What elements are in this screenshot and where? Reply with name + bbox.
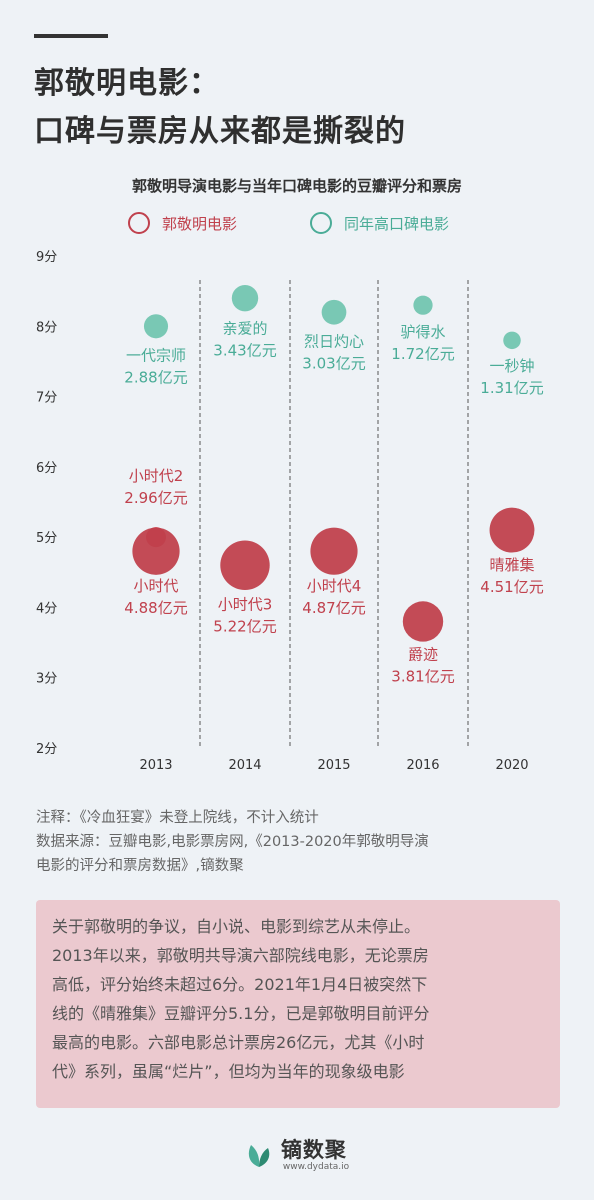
point-guo xyxy=(489,507,535,553)
point-label-title: 小时代3 xyxy=(218,595,273,613)
x-tick-label: 2013 xyxy=(139,758,172,773)
point-label-boxoffice: 4.88亿元 xyxy=(124,599,187,617)
y-tick-label: 5分 xyxy=(36,531,57,546)
y-tick-label: 6分 xyxy=(36,461,57,476)
point-label-boxoffice: 4.51亿元 xyxy=(480,578,543,596)
point-label-boxoffice: 1.31亿元 xyxy=(480,379,543,397)
page-title-line1: 郭敬明电影： xyxy=(34,66,220,101)
y-tick-label: 8分 xyxy=(36,320,57,335)
point-guo xyxy=(402,601,444,642)
point-peer xyxy=(413,295,433,315)
y-tick-label: 2分 xyxy=(36,742,57,757)
point-label-boxoffice: 2.96亿元 xyxy=(124,489,187,507)
scatter-chart: 9分 8分 7分 6分 5分 4分 3分 2分 2013 2014 2015 2016 2020 一代宗师… xyxy=(36,250,544,773)
point-peer xyxy=(321,299,347,325)
legend-ring-icon xyxy=(128,212,150,234)
note-line: 注释：《冷血狂宴》未登上院线，不计入统计 xyxy=(36,810,319,826)
source-line: 电影的评分和票房数据》,镝数聚 xyxy=(36,858,244,874)
point-label-title: 小时代4 xyxy=(307,577,362,595)
brand-url: www.dydata.io xyxy=(282,1162,350,1172)
point-label-title: 驴得水 xyxy=(400,323,445,341)
chart-title: 郭敬明导演电影与当年口碑电影的豆瓣评分和票房 xyxy=(131,177,462,195)
point-label-title: 一秒钟 xyxy=(489,357,534,375)
point-peer xyxy=(231,284,259,312)
legend-item-peer: 同年高口碑电影 xyxy=(310,212,449,234)
leaf-logo-icon xyxy=(248,1145,270,1167)
point-label-boxoffice: 3.81亿元 xyxy=(391,667,454,685)
legend-label-peer: 同年高口碑电影 xyxy=(344,214,450,233)
legend-label-guo: 郭敬明电影 xyxy=(162,214,238,233)
point-peer xyxy=(143,314,169,339)
point-label-boxoffice: 3.43亿元 xyxy=(213,341,276,359)
point-label-title: 小时代 xyxy=(133,577,178,595)
summary-line: 关于郭敬明的争议，自小说、电影到综艺从未停止。 xyxy=(52,917,421,936)
y-tick-label: 4分 xyxy=(36,601,57,616)
legend-ring-icon xyxy=(310,212,332,234)
summary-line: 2013年以来，郭敬明共导演六部院线电影，无论票房 xyxy=(52,946,429,965)
y-tick-label: 9分 xyxy=(36,250,57,265)
page-title-line2: 口碑与票房从来都是撕裂的 xyxy=(34,114,406,149)
source-line: 数据来源：豆瓣电影,电影票房网,《2013-2020年郭敬明导演 xyxy=(36,834,429,850)
summary-line: 代》系列，虽属“烂片”，但均为当年的现象级电影 xyxy=(52,1062,405,1081)
legend-item-guo: 郭敬明电影 xyxy=(128,212,237,234)
point-label-title: 烈日灼心 xyxy=(304,333,364,351)
title-rule xyxy=(34,34,108,38)
x-tick-label: 2016 xyxy=(406,758,439,773)
x-tick-label: 2014 xyxy=(228,758,261,773)
notes: 注释：《冷血狂宴》未登上院线，不计入统计 数据来源：豆瓣电影,电影票房网,《20… xyxy=(36,806,566,878)
summary-line: 最高的电影。六部电影总计票房26亿元，尤其《小时 xyxy=(52,1033,425,1052)
summary-line: 高低，评分始终未超过6分。2021年1月4日被突然下 xyxy=(52,975,428,994)
footer: 镝数聚 www.dydata.io xyxy=(0,1138,594,1172)
point-label-boxoffice: 1.72亿元 xyxy=(391,345,454,363)
point-label-title: 一代宗师 xyxy=(126,346,186,364)
point-guo xyxy=(220,540,270,590)
y-tick-label: 7分 xyxy=(36,391,57,406)
point-label-boxoffice: 5.22亿元 xyxy=(213,617,276,635)
summary-box: 关于郭敬明的争议，自小说、电影到综艺从未停止。 2013年以来，郭敬明共导演六部… xyxy=(36,900,560,1108)
x-tick-label: 2020 xyxy=(495,758,528,773)
point-label-title: 晴雅集 xyxy=(489,556,534,574)
point-label-title: 小时代2 xyxy=(129,467,184,485)
summary-line: 线的《晴雅集》豆瓣评分5.1分，已是郭敬明目前评分 xyxy=(52,1004,430,1023)
brand-name: 镝数聚 xyxy=(280,1138,347,1162)
point-label-title: 爵迹 xyxy=(408,645,438,663)
x-tick-label: 2015 xyxy=(317,758,350,773)
point-label-title: 亲爱的 xyxy=(222,319,267,337)
point-label-boxoffice: 2.88亿元 xyxy=(124,368,187,386)
point-label-boxoffice: 3.03亿元 xyxy=(302,355,365,373)
point-guo xyxy=(310,527,358,575)
y-tick-label: 3分 xyxy=(36,672,57,687)
point-guo xyxy=(132,527,180,575)
point-label-boxoffice: 4.87亿元 xyxy=(302,599,365,617)
point-peer xyxy=(503,331,521,350)
